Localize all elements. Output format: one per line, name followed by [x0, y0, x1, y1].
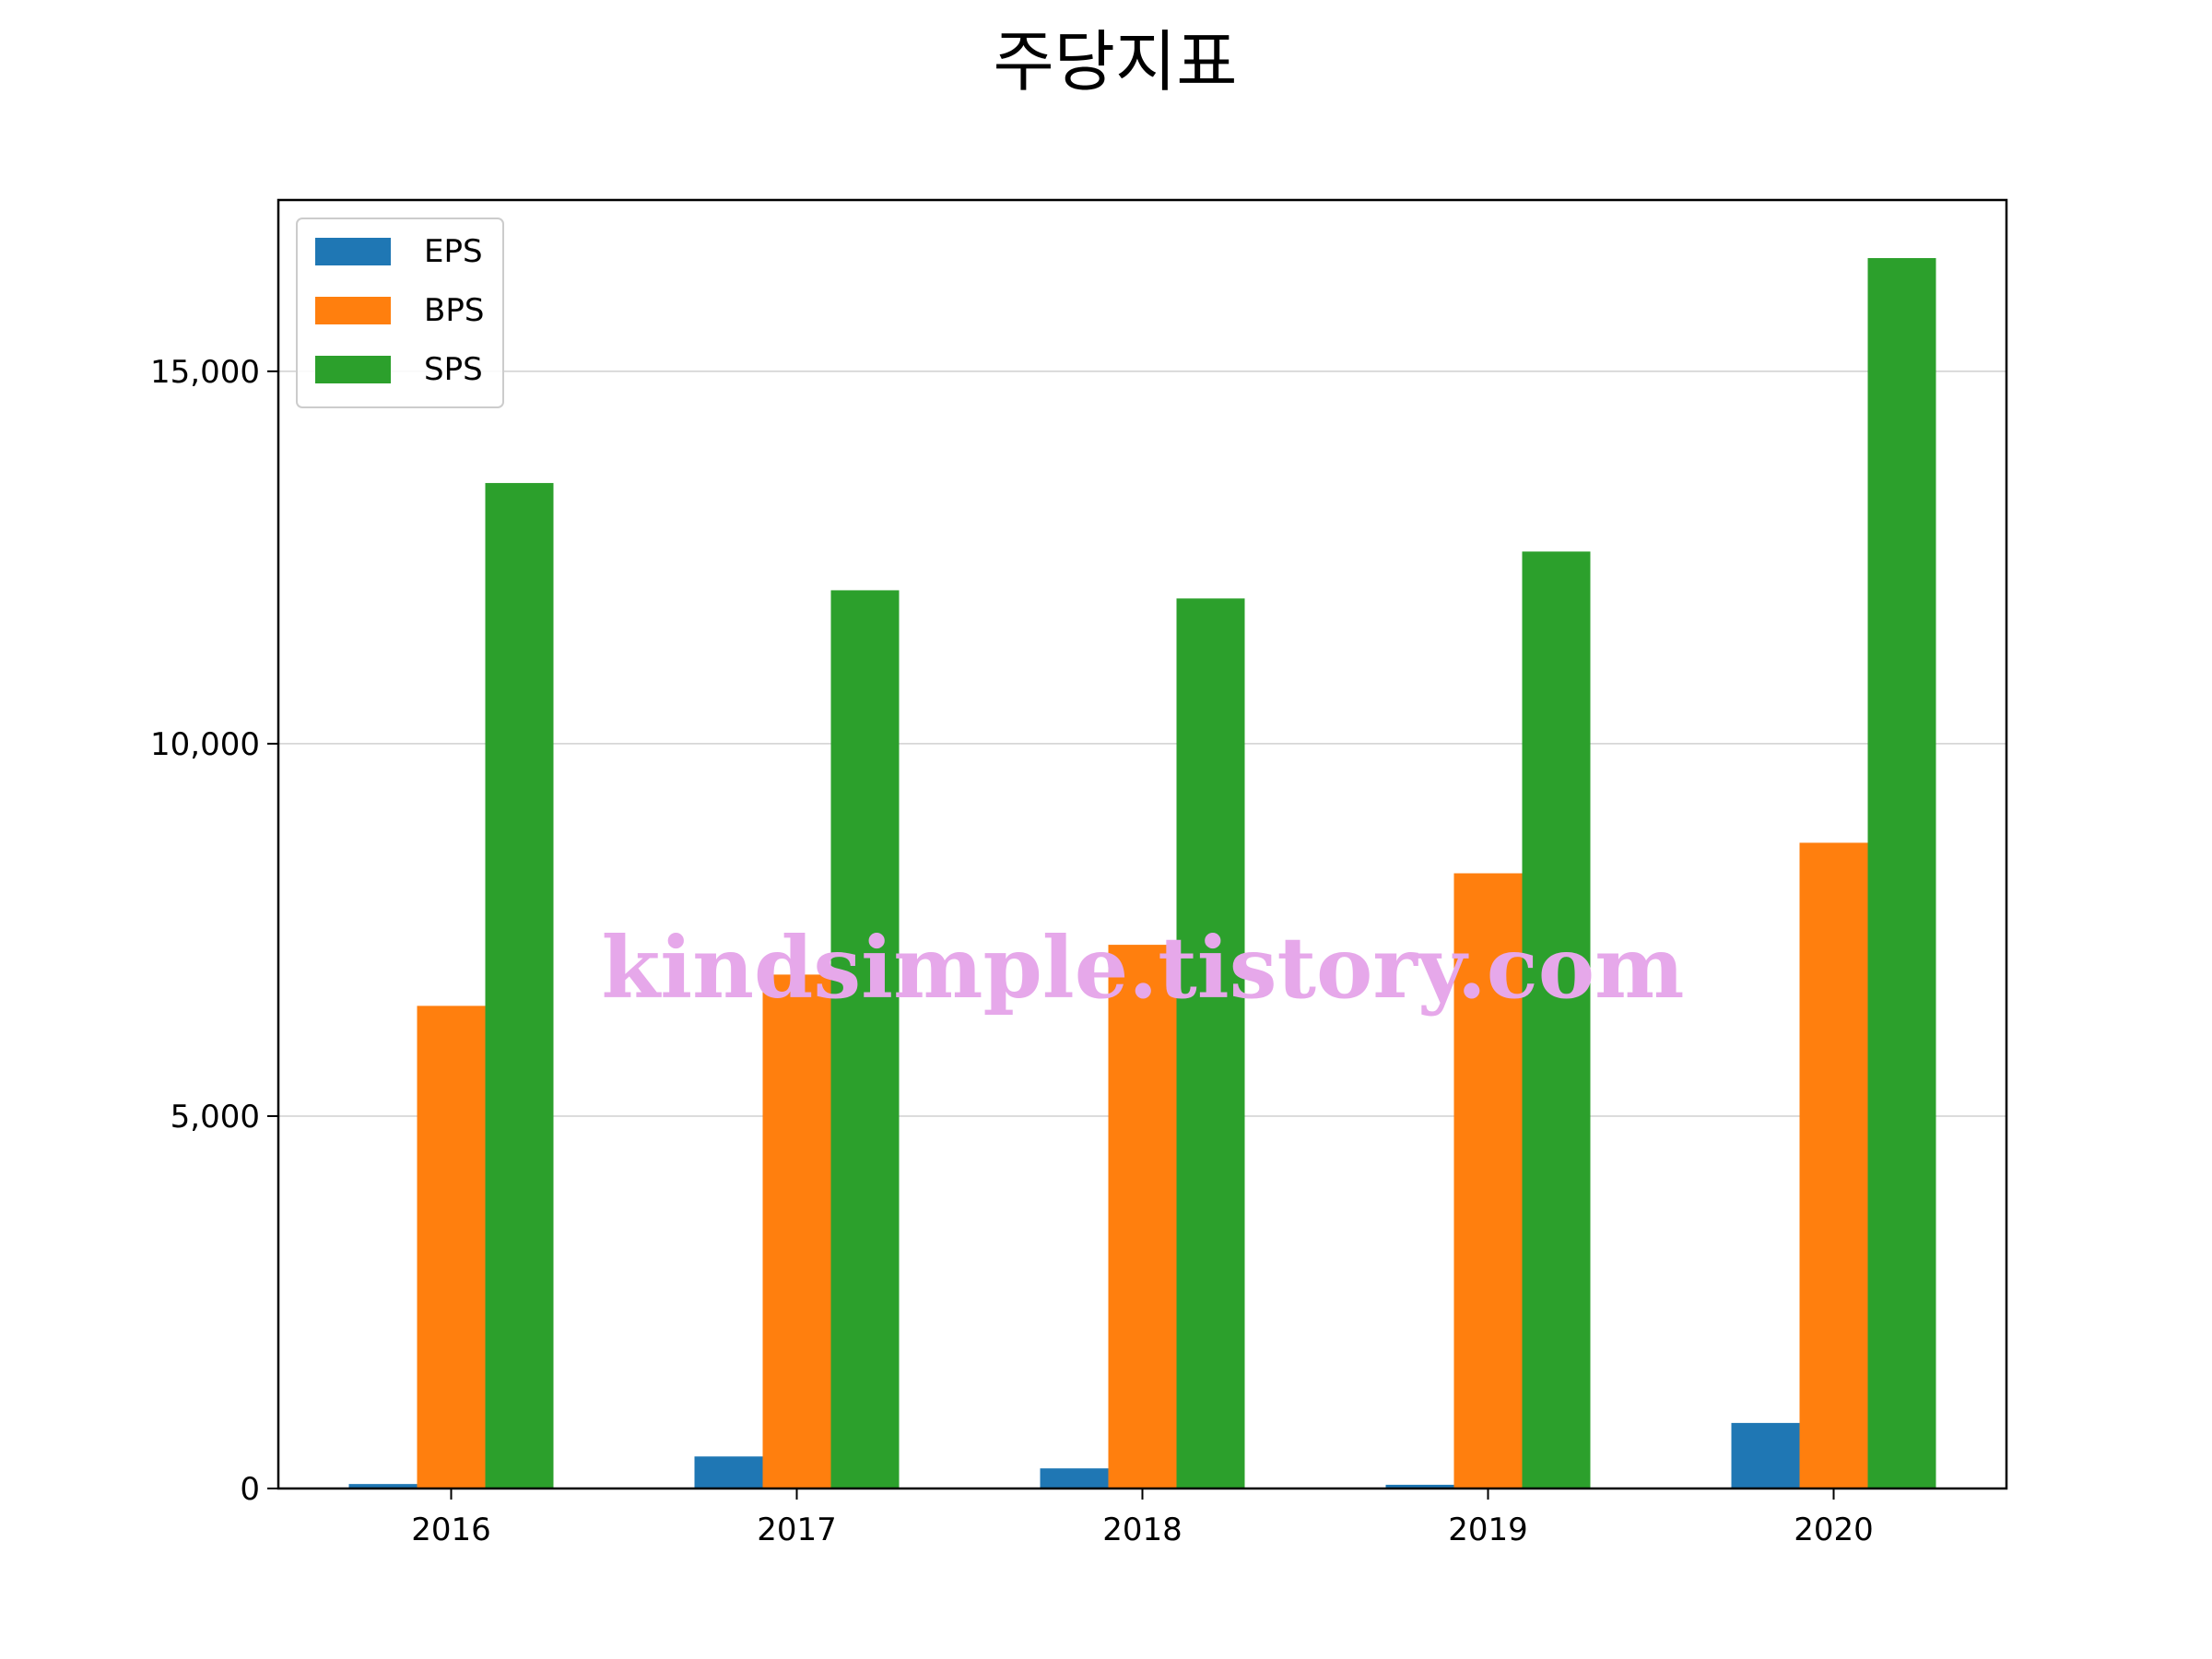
legend-swatch-eps — [315, 238, 391, 265]
bar-bps-2016 — [417, 1006, 486, 1488]
bar-eps-2019 — [1385, 1484, 1454, 1488]
bar-eps-2020 — [1731, 1422, 1800, 1488]
y-tick-label: 0 — [240, 1471, 260, 1508]
x-axis: 2016 2017 2018 2019 2020 — [411, 1488, 1874, 1548]
bar-sps-2020 — [1867, 258, 1936, 1488]
bar-sps-2018 — [1176, 598, 1245, 1488]
legend-swatch-bps — [315, 297, 391, 324]
bar-bps-2017 — [762, 974, 831, 1488]
watermark: kindsimple.tistory.com — [601, 918, 1684, 1018]
bar-eps-2017 — [694, 1456, 763, 1488]
bar-sps-2017 — [830, 590, 900, 1488]
bars — [348, 258, 1936, 1488]
legend-label-bps: BPS — [424, 292, 484, 329]
y-tick-label: 5,000 — [171, 1099, 260, 1135]
chart-title: 주당지표 — [994, 23, 1238, 100]
legend: EPS BPS SPS — [296, 218, 504, 408]
legend-swatch-sps — [315, 356, 391, 383]
x-tick-label: 2019 — [1448, 1512, 1528, 1548]
bar-sps-2019 — [1522, 551, 1591, 1488]
bar-sps-2016 — [485, 483, 554, 1488]
x-tick-label: 2017 — [757, 1512, 837, 1548]
y-axis: 0 5,000 10,000 15,000 — [150, 354, 278, 1508]
bar-eps-2018 — [1040, 1468, 1109, 1488]
bar-bps-2018 — [1108, 945, 1177, 1488]
bar-bps-2020 — [1799, 842, 1868, 1488]
bar-eps-2016 — [348, 1484, 418, 1488]
x-tick-label: 2020 — [1794, 1512, 1874, 1548]
x-tick-label: 2016 — [411, 1512, 491, 1548]
legend-label-sps: SPS — [424, 351, 483, 388]
x-tick-label: 2018 — [1102, 1512, 1182, 1548]
legend-label-eps: EPS — [424, 233, 483, 270]
bar-bps-2019 — [1453, 873, 1523, 1488]
y-tick-label: 15,000 — [150, 354, 260, 391]
y-tick-label: 10,000 — [150, 726, 260, 763]
